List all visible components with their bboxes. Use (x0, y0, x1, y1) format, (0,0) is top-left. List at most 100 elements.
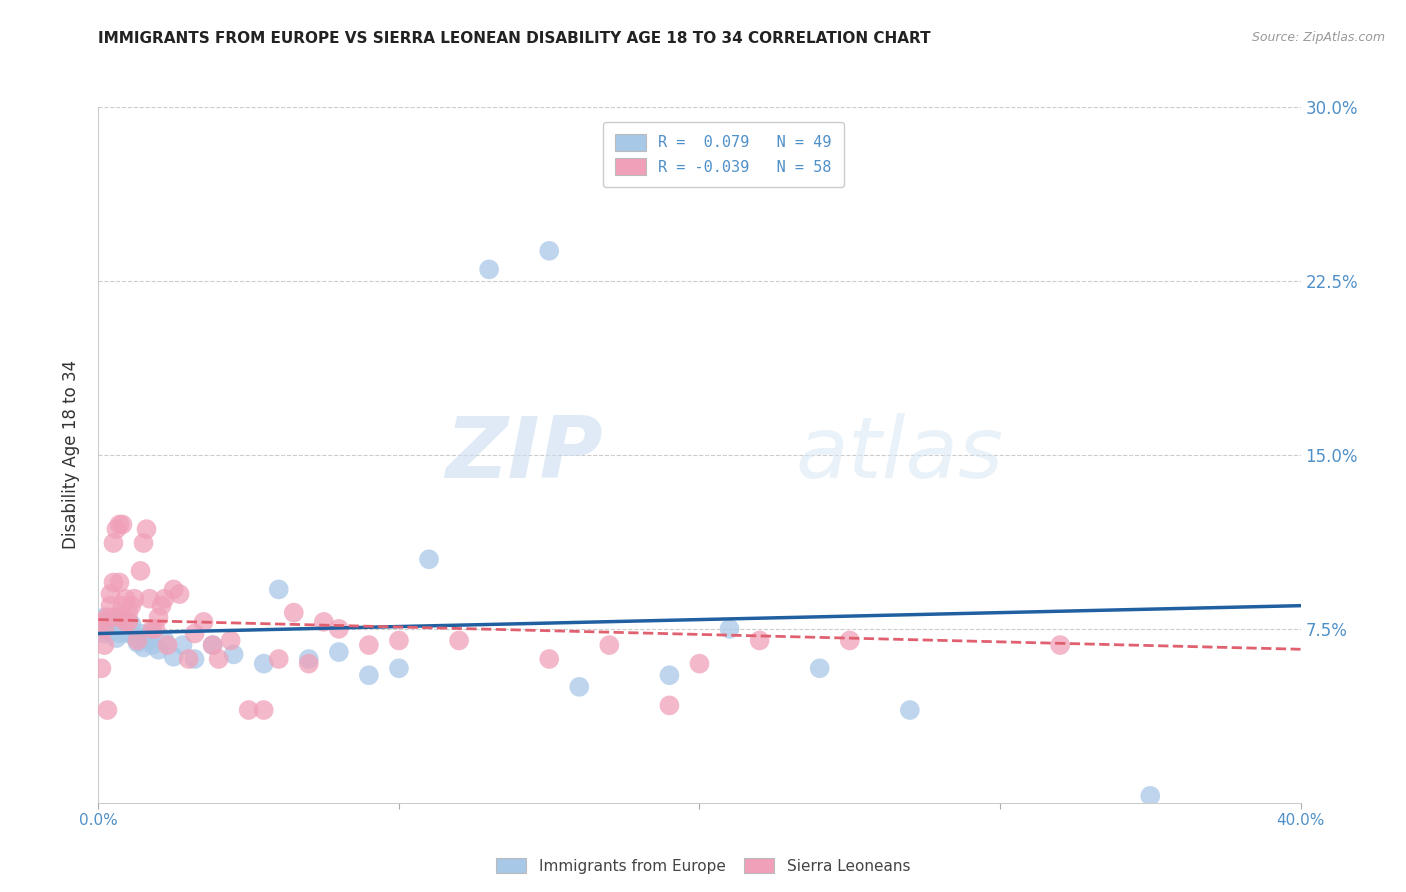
Text: ZIP: ZIP (446, 413, 603, 497)
Point (93, 610, 115, 624)
Point (111, 622, 134, 636)
Point (90, 622, 112, 636)
Point (141, 638, 163, 652)
Point (100, 587, 122, 601)
Point (90, 615, 112, 629)
Point (129, 626, 152, 640)
Point (114, 624, 136, 639)
Point (108, 613, 131, 627)
Point (114, 619, 136, 633)
Point (150, 599, 173, 613)
Point (253, 657, 276, 671)
Point (96, 619, 118, 633)
Point (283, 606, 305, 620)
Text: atlas: atlas (796, 413, 1004, 497)
Point (135, 522, 157, 536)
Point (124, 591, 146, 606)
Point (1049, 638, 1071, 652)
Point (162, 649, 184, 664)
Point (114, 615, 136, 629)
Point (219, 633, 242, 648)
Point (127, 633, 149, 648)
Point (598, 638, 620, 652)
Point (298, 657, 321, 671)
Point (658, 668, 681, 682)
Legend: Immigrants from Europe, Sierra Leoneans: Immigrants from Europe, Sierra Leoneans (489, 852, 917, 880)
Point (105, 522, 128, 536)
Point (538, 652, 561, 666)
Point (201, 638, 224, 652)
Point (193, 615, 215, 629)
Point (1139, 789, 1161, 803)
Point (121, 617, 143, 632)
Point (153, 633, 176, 648)
Point (121, 599, 143, 613)
Point (328, 645, 350, 659)
Point (117, 615, 139, 629)
Point (538, 244, 561, 258)
Legend: R =  0.079   N = 49, R = -0.039   N = 58: R = 0.079 N = 49, R = -0.039 N = 58 (603, 121, 844, 187)
Point (103, 575, 125, 590)
Point (148, 642, 170, 657)
Point (838, 633, 860, 648)
Point (208, 652, 231, 666)
Point (111, 517, 134, 532)
Point (138, 591, 160, 606)
Point (100, 599, 122, 613)
Point (138, 626, 160, 640)
Point (93, 638, 115, 652)
Point (111, 599, 134, 613)
Point (108, 517, 131, 532)
Point (105, 631, 128, 645)
Point (117, 615, 139, 629)
Point (129, 564, 152, 578)
Point (117, 606, 139, 620)
Point (267, 582, 290, 597)
Point (222, 648, 245, 662)
Point (103, 617, 125, 632)
Point (100, 615, 122, 629)
Text: Source: ZipAtlas.com: Source: ZipAtlas.com (1251, 31, 1385, 45)
Point (141, 622, 163, 636)
Point (418, 552, 440, 566)
Point (177, 652, 200, 666)
Point (183, 652, 205, 666)
Point (388, 633, 411, 648)
Point (132, 640, 155, 655)
Point (148, 610, 170, 624)
Point (447, 633, 470, 648)
Point (172, 638, 194, 652)
Point (312, 615, 335, 629)
Point (328, 622, 350, 636)
Point (718, 622, 741, 636)
Point (127, 636, 149, 650)
Point (100, 624, 122, 639)
Point (169, 587, 191, 601)
Point (689, 657, 711, 671)
Y-axis label: Disability Age 18 to 34: Disability Age 18 to 34 (62, 360, 80, 549)
Point (156, 638, 179, 652)
Point (748, 633, 770, 648)
Point (201, 638, 224, 652)
Point (568, 680, 591, 694)
Point (357, 668, 380, 682)
Point (103, 536, 125, 550)
Point (114, 591, 136, 606)
Point (96, 613, 118, 627)
Point (238, 703, 260, 717)
Point (105, 610, 128, 624)
Point (93, 622, 115, 636)
Point (96, 703, 118, 717)
Point (135, 633, 157, 648)
Point (183, 626, 205, 640)
Point (153, 591, 176, 606)
Point (103, 610, 125, 624)
Text: IMMIGRANTS FROM EUROPE VS SIERRA LEONEAN DISABILITY AGE 18 TO 34 CORRELATION CHA: IMMIGRANTS FROM EUROPE VS SIERRA LEONEAN… (98, 31, 931, 46)
Point (898, 703, 921, 717)
Point (298, 652, 321, 666)
Point (162, 582, 184, 597)
Point (132, 536, 155, 550)
Point (111, 617, 134, 632)
Point (145, 622, 167, 636)
Point (253, 703, 276, 717)
